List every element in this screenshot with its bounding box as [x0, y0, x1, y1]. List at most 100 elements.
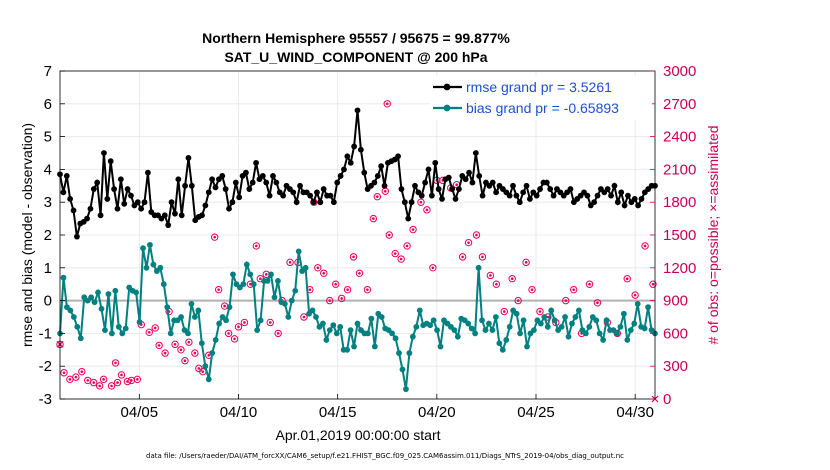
- rmse-point: [395, 153, 401, 160]
- bias-point: [268, 271, 274, 278]
- obs-possible-center: [358, 271, 361, 275]
- bias-point: [167, 330, 174, 337]
- bias-point: [281, 300, 288, 307]
- y-tick-label: -1: [39, 325, 52, 342]
- bias-point: [323, 337, 330, 343]
- rmse-point: [378, 163, 385, 170]
- rmse-point: [202, 202, 209, 209]
- obs-possible-point: [252, 242, 261, 250]
- bias-point: [482, 327, 489, 334]
- rmse-point: [330, 199, 337, 206]
- rmse-point: [117, 176, 124, 183]
- x-tick-label: 04/20: [418, 404, 456, 421]
- bias-point: [95, 289, 101, 296]
- obs-possible-center: [625, 277, 629, 281]
- bias-point: [136, 319, 143, 325]
- rmse-point: [425, 166, 432, 173]
- bias-point: [399, 366, 406, 373]
- bias-point: [133, 289, 140, 296]
- chart-subtitle: SAT_U_WIND_COMPONENT @ 200 hPa: [224, 49, 487, 65]
- rmse-point: [232, 179, 239, 186]
- bias-point: [409, 333, 416, 340]
- obs-possible-point: [266, 318, 274, 327]
- bias-point: [188, 300, 195, 307]
- bias-point: [275, 278, 281, 284]
- bias-point: [403, 386, 409, 393]
- obs-possible-center: [489, 274, 492, 277]
- obs-possible-center: [264, 273, 268, 276]
- x-tick-label: 04/10: [220, 404, 258, 421]
- rmse-point: [246, 186, 253, 192]
- obs-possible-center: [102, 378, 105, 381]
- bias-point: [264, 278, 271, 284]
- obs-possible-center: [516, 299, 520, 302]
- obs-possible-point: [385, 231, 393, 239]
- obs-possible-center: [259, 277, 262, 281]
- obs-possible-point: [522, 258, 530, 267]
- rmse-point: [229, 199, 236, 206]
- obs-possible-center: [153, 326, 157, 330]
- bias-point: [254, 327, 261, 334]
- bias-point: [192, 314, 198, 320]
- bias-point: [347, 327, 354, 334]
- obs-possible-center: [130, 379, 133, 382]
- obs-possible-center: [157, 344, 161, 347]
- bias-point: [243, 261, 250, 268]
- rmse-point: [351, 143, 358, 150]
- obs-possible-point: [107, 382, 116, 390]
- bias-point: [506, 323, 513, 330]
- y-tick-label-right: 2400: [663, 129, 696, 146]
- y-tick-label-right: 600: [663, 325, 688, 342]
- bias-point: [288, 297, 295, 304]
- bias-point: [333, 330, 340, 337]
- obs-possible-center: [80, 370, 84, 373]
- rmse-point: [543, 179, 550, 186]
- bias-point: [392, 335, 399, 342]
- bias-point: [292, 287, 299, 294]
- obs-possible-point: [403, 242, 411, 250]
- bias-point: [326, 327, 333, 334]
- obs-possible-center: [163, 351, 167, 355]
- bias-point: [475, 264, 482, 271]
- obs-possible-center: [524, 261, 528, 264]
- rmse-point: [259, 173, 266, 179]
- bias-point: [143, 264, 150, 271]
- obs-possible-center: [366, 288, 369, 291]
- rmse-point: [219, 173, 226, 179]
- bias-point: [91, 299, 98, 306]
- obs-possible-center: [510, 277, 514, 281]
- rmse-point: [107, 158, 114, 165]
- rmse-point: [493, 189, 500, 196]
- rmse-point: [361, 169, 368, 176]
- obs-possible-center: [372, 217, 375, 220]
- rmse-point: [466, 169, 472, 176]
- bias-point: [212, 337, 219, 343]
- obs-possible-center: [98, 384, 101, 388]
- bias-point: [406, 350, 413, 356]
- obs-possible-center: [288, 261, 292, 264]
- rmse-point: [222, 186, 229, 192]
- bias-point: [544, 323, 551, 330]
- bias-point: [620, 310, 627, 317]
- rmse-point: [618, 189, 625, 196]
- bias-point: [427, 322, 434, 329]
- obs-possible-center: [383, 189, 387, 193]
- obs-possible-point: [230, 335, 239, 343]
- bias-point: [295, 248, 302, 255]
- bias-point: [489, 327, 496, 334]
- obs-possible-center: [74, 375, 78, 379]
- obs-possible-center: [207, 353, 211, 357]
- obs-possible-center: [651, 282, 655, 286]
- tick-layer: -3 -2 -1 0 1 2 3 4 5 6 7 0 300 600 900 1200 1500 1800 2100…: [39, 63, 697, 421]
- obs-possible-center: [120, 373, 123, 377]
- rmse-point: [567, 186, 574, 192]
- bias-point: [178, 314, 184, 320]
- rmse-point: [621, 202, 628, 209]
- footer-data-file: data file: /Users/raeder/DAI/ATM_forcXX/…: [146, 452, 624, 460]
- bias-point: [216, 320, 223, 327]
- obs-possible-center: [322, 271, 326, 275]
- bias-point: [499, 346, 506, 353]
- obs-possible-center: [481, 255, 484, 259]
- bias-point: [150, 261, 157, 268]
- x-tick-label: 04/25: [517, 404, 555, 421]
